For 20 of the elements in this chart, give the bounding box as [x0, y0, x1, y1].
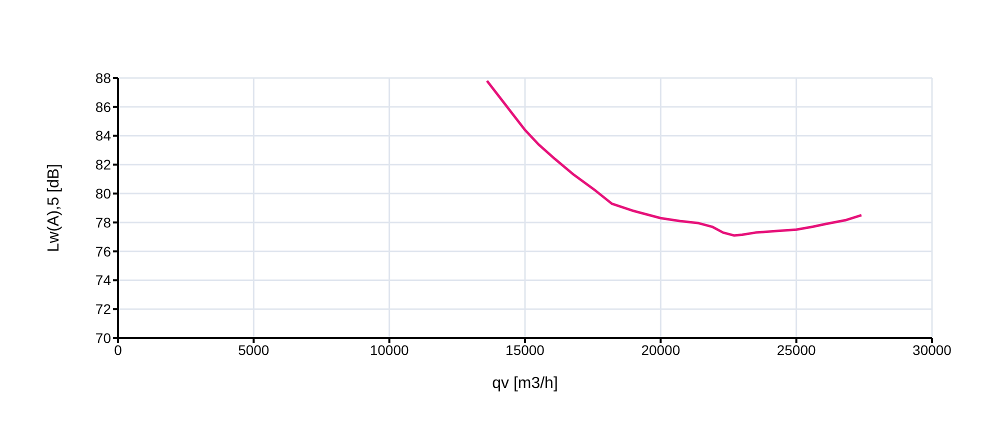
y-tick-label: 88: [95, 70, 112, 86]
x-tick-label: 20000: [641, 342, 680, 358]
y-tick-label: 74: [95, 272, 112, 288]
y-axis-title: Lw(A),5 [dB]: [46, 164, 63, 252]
x-tick-label: 15000: [506, 342, 545, 358]
y-tick-label: 82: [95, 156, 112, 173]
y-tick-label: 72: [95, 301, 112, 318]
x-tick-label: 25000: [776, 342, 816, 358]
x-tick-label: 10000: [370, 342, 410, 358]
y-tick-label: 70: [95, 330, 112, 346]
line-series: [486, 80, 863, 237]
x-tick-label: 30000: [912, 342, 952, 358]
x-axis-title: qv [m3/h]: [492, 375, 558, 392]
y-tick-label: 86: [95, 98, 112, 115]
x-tick-label: 5000: [238, 342, 270, 358]
x-tick-label: 0: [114, 342, 122, 358]
y-tick-label: 80: [95, 186, 112, 202]
y-tick-label: 84: [95, 128, 112, 144]
y-tick-label: 78: [95, 214, 112, 230]
y-tick-label: 76: [95, 243, 112, 260]
